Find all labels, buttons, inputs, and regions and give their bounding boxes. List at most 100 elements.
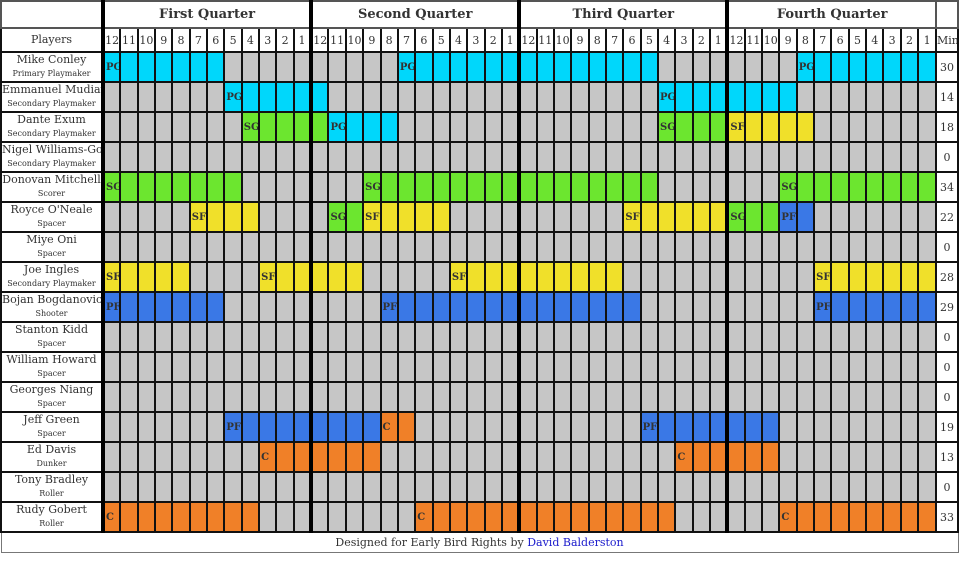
bench-cell[interactable] [258,351,278,383]
bench-cell[interactable] [656,351,677,383]
on-court-cell-sf[interactable] [431,201,451,233]
on-court-cell-sg[interactable] [517,171,538,203]
on-court-cell-sf[interactable] [899,261,920,293]
bench-cell[interactable] [587,441,607,473]
bench-cell[interactable] [431,261,451,293]
bench-cell[interactable] [535,141,555,173]
on-court-cell-sf[interactable] [171,261,191,293]
bench-cell[interactable] [327,231,347,263]
bench-cell[interactable] [362,351,382,383]
bench-cell[interactable] [725,321,746,353]
bench-cell[interactable] [136,81,157,113]
bench-cell[interactable] [483,411,503,443]
bench-cell[interactable] [206,321,226,353]
bench-cell[interactable] [448,441,469,473]
bench-cell[interactable] [691,291,712,323]
bench-cell[interactable] [100,381,122,413]
bench-cell[interactable] [466,231,486,263]
on-court-cell-pf[interactable] [206,291,226,323]
bench-cell[interactable] [622,411,642,443]
on-court-cell-sg[interactable] [500,171,521,203]
bench-cell[interactable] [379,441,399,473]
on-court-cell-pf[interactable] [414,291,434,323]
author-link[interactable]: David Balderston [527,536,624,549]
bench-cell[interactable] [552,141,573,173]
bench-cell[interactable] [761,501,781,533]
bench-cell[interactable] [431,111,451,143]
on-court-cell-sf[interactable] [656,201,677,233]
bench-cell[interactable] [206,471,226,503]
bench-cell[interactable] [223,261,243,293]
bench-cell[interactable] [691,321,712,353]
bench-cell[interactable] [223,321,243,353]
on-court-cell-c[interactable] [725,441,746,473]
on-court-cell-c[interactable] [448,501,469,533]
bench-cell[interactable] [188,111,209,143]
bench-cell[interactable] [171,111,191,143]
bench-cell[interactable] [309,171,330,203]
bench-cell[interactable] [622,441,642,473]
bench-cell[interactable] [570,201,590,233]
bench-cell[interactable] [622,471,642,503]
bench-cell[interactable] [743,501,764,533]
bench-cell[interactable] [414,81,434,113]
bench-cell[interactable] [119,411,139,443]
bench-cell[interactable] [743,381,764,413]
bench-cell[interactable] [136,141,157,173]
bench-cell[interactable] [327,51,347,83]
bench-cell[interactable] [344,501,365,533]
on-court-cell-pg[interactable] [258,81,278,113]
bench-cell[interactable] [865,81,885,113]
on-court-cell-sf[interactable]: SF [258,261,278,293]
bench-cell[interactable] [500,81,521,113]
on-court-cell-sf[interactable]: SF [622,201,642,233]
bench-cell[interactable] [483,141,503,173]
bench-cell[interactable] [656,291,677,323]
on-court-cell-sg[interactable] [206,171,226,203]
bench-cell[interactable] [813,411,833,443]
bench-cell[interactable] [100,321,122,353]
on-court-cell-sf[interactable] [865,261,885,293]
bench-cell[interactable] [847,471,868,503]
on-court-cell-sg[interactable]: SG [725,201,746,233]
bench-cell[interactable] [587,351,607,383]
on-court-cell-pg[interactable]: PG [327,111,347,143]
on-court-cell-sg[interactable] [552,171,573,203]
bench-cell[interactable] [899,381,920,413]
bench-cell[interactable] [362,381,382,413]
bench-cell[interactable] [362,81,382,113]
on-court-cell-c[interactable] [656,501,677,533]
bench-cell[interactable] [379,231,399,263]
bench-cell[interactable] [119,441,139,473]
on-court-cell-c[interactable] [639,501,660,533]
bench-cell[interactable] [847,321,868,353]
bench-cell[interactable] [100,141,122,173]
bench-cell[interactable] [830,411,850,443]
on-court-cell-sg[interactable] [344,201,365,233]
bench-cell[interactable] [100,201,122,233]
bench-cell[interactable] [414,321,434,353]
on-court-cell-pf[interactable] [795,201,816,233]
on-court-cell-c[interactable] [466,501,486,533]
on-court-cell-pf[interactable] [483,291,503,323]
bench-cell[interactable] [466,141,486,173]
bench-cell[interactable] [778,291,798,323]
bench-cell[interactable] [136,351,157,383]
on-court-cell-pf[interactable] [725,411,746,443]
bench-cell[interactable] [379,81,399,113]
on-court-cell-sg[interactable] [188,171,209,203]
on-court-cell-c[interactable] [830,501,850,533]
on-court-cell-pg[interactable] [725,81,746,113]
bench-cell[interactable] [100,441,122,473]
bench-cell[interactable] [656,381,677,413]
on-court-cell-c[interactable]: C [258,441,278,473]
on-court-cell-c[interactable] [431,501,451,533]
bench-cell[interactable] [275,231,295,263]
bench-cell[interactable] [188,261,209,293]
bench-cell[interactable] [379,351,399,383]
on-court-cell-pf[interactable] [309,411,330,443]
on-court-cell-pf[interactable] [622,291,642,323]
bench-cell[interactable] [639,261,660,293]
on-court-cell-pf[interactable]: PF [100,291,122,323]
on-court-cell-pg[interactable] [674,81,694,113]
